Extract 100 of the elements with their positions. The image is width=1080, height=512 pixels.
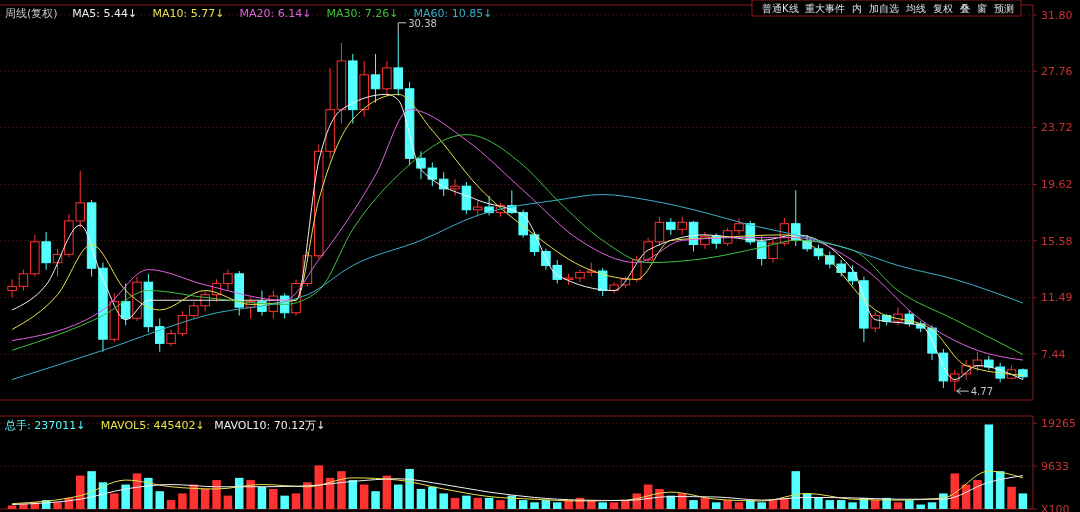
bar <box>973 480 982 509</box>
bar <box>359 484 369 509</box>
bar <box>1018 493 1028 509</box>
bar <box>518 500 528 509</box>
bar <box>234 477 244 509</box>
bar <box>428 486 437 509</box>
y-tick-label: 19.62 <box>1041 178 1073 192</box>
bar <box>984 424 994 509</box>
annotation: 内 <box>852 3 862 14</box>
candlestick <box>450 178 460 197</box>
annotation: 叠 <box>960 3 970 14</box>
bar <box>166 500 176 509</box>
bar <box>416 488 426 509</box>
bar <box>598 502 607 509</box>
annotation: 4.77 <box>970 386 994 398</box>
y-tick-label: 9633 <box>1041 459 1069 473</box>
bar <box>155 491 164 509</box>
candlestick <box>393 34 404 97</box>
candlestick <box>756 235 767 266</box>
bar <box>484 497 494 509</box>
bar <box>757 502 766 509</box>
chart-title: 周线(复权) <box>5 7 58 20</box>
candlestick <box>382 60 392 97</box>
candlestick <box>7 278 17 298</box>
y-tick-label: X100 <box>1041 502 1070 512</box>
y-tick-label: 23.72 <box>1041 121 1073 135</box>
line-series <box>11 194 1024 381</box>
bar <box>541 500 551 509</box>
bar <box>814 497 823 509</box>
y-tick-label: 19265 <box>1041 417 1076 431</box>
bar <box>893 502 903 509</box>
bar <box>700 497 710 509</box>
bar <box>246 480 255 509</box>
bar <box>905 500 914 509</box>
text: MA30: 7.26↓ <box>326 7 399 20</box>
bar <box>75 475 85 509</box>
candlestick <box>120 283 131 326</box>
annotation: 窗 <box>977 3 987 14</box>
bar <box>711 502 721 509</box>
annotation: 加自选 <box>869 3 899 14</box>
candlestick <box>41 231 51 271</box>
y-tick-label: 15.58 <box>1041 234 1073 248</box>
bar <box>337 471 346 509</box>
candlestick <box>677 216 687 236</box>
annotation: 复权 <box>933 3 953 14</box>
text: MAVOL10: 70.12万↓ <box>214 419 326 432</box>
bar <box>552 502 562 509</box>
annotation: 预测 <box>994 3 1014 14</box>
bar <box>848 502 857 509</box>
candlestick <box>654 216 665 247</box>
text: MA20: 6.14↓ <box>239 7 312 20</box>
bar <box>473 497 483 509</box>
bar <box>212 480 221 509</box>
bar <box>223 495 233 509</box>
candlestick <box>18 269 29 291</box>
bar <box>825 500 835 509</box>
bar <box>609 502 619 509</box>
bar <box>7 505 17 509</box>
bar <box>462 495 471 509</box>
bar <box>257 486 267 509</box>
bar <box>450 497 460 509</box>
text: MA60: 10.85↓ <box>413 7 493 20</box>
text: 总手: 237011↓ <box>4 419 86 432</box>
y-tick-label: 11.49 <box>1041 291 1073 305</box>
bar <box>734 502 744 509</box>
text: MA10: 5.77↓ <box>152 7 225 20</box>
y-tick-label: 31.80 <box>1041 8 1073 22</box>
bar <box>314 465 324 509</box>
bar <box>87 471 96 509</box>
bar <box>121 484 130 509</box>
bar <box>178 493 187 509</box>
bar <box>1007 486 1016 509</box>
annotation: 均线 <box>905 3 926 14</box>
bar <box>303 482 312 509</box>
candlestick <box>972 351 983 372</box>
bar <box>269 488 278 509</box>
bar <box>530 502 539 509</box>
candlestick <box>461 181 472 215</box>
bar <box>916 504 925 509</box>
bar <box>871 500 880 509</box>
candlestick <box>154 317 165 353</box>
bar <box>280 495 289 509</box>
bar <box>439 493 448 509</box>
candlestick <box>768 239 778 264</box>
annotation: 重大事件 <box>805 3 845 14</box>
bar <box>53 502 62 509</box>
bar <box>393 484 403 509</box>
text: MAVOL5: 445402↓ <box>100 419 205 432</box>
text: MA5: 5.44↓ <box>72 7 138 20</box>
y-tick-label: 27.76 <box>1041 65 1073 79</box>
bar <box>371 491 380 509</box>
bar <box>496 500 505 509</box>
y-tick-label: 7.44 <box>1041 347 1066 361</box>
annotation: 普通K线 <box>762 3 799 14</box>
bar <box>950 473 960 509</box>
bar <box>405 468 414 509</box>
bar <box>144 477 153 509</box>
bar <box>927 502 937 509</box>
candlestick <box>223 269 233 291</box>
annotation: 30.38 <box>408 17 437 29</box>
